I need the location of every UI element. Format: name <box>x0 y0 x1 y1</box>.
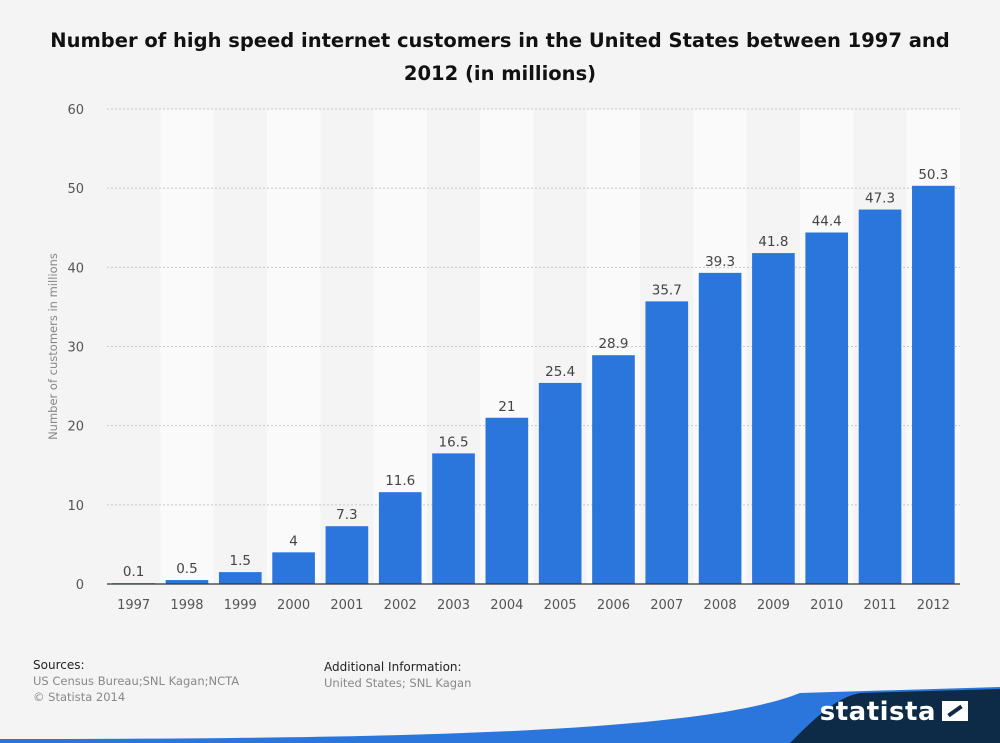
data-label: 35.7 <box>652 282 682 298</box>
x-tick-label: 1998 <box>170 598 203 613</box>
x-tick-label: 2011 <box>863 598 896 613</box>
x-tick-label: 2006 <box>597 598 630 613</box>
x-tick-label: 2010 <box>810 598 843 613</box>
bar <box>218 572 262 584</box>
sources-text[interactable]: US Census Bureau;SNL Kagan;NCTA <box>33 674 240 688</box>
x-tick-label: 2009 <box>757 598 790 613</box>
x-tick-label: 2001 <box>330 598 363 613</box>
bar <box>432 453 475 584</box>
data-label: 21 <box>498 399 515 415</box>
additional-info-block: Additional Information: United States; S… <box>324 659 471 691</box>
data-label: 1.5 <box>230 553 251 569</box>
x-tick-label: 2007 <box>650 598 683 613</box>
data-label: 0.5 <box>176 561 197 577</box>
bar <box>165 580 209 584</box>
bar <box>858 209 902 584</box>
sources-block: Sources: US Census Bureau;SNL Kagan;NCTA… <box>33 657 239 705</box>
x-tick-label: 2002 <box>384 598 417 613</box>
sources-heading: Sources: <box>33 658 85 672</box>
bar <box>805 232 849 584</box>
data-label: 39.3 <box>705 254 735 270</box>
bar <box>645 301 689 584</box>
bar <box>538 382 582 584</box>
y-tick-label: 50 <box>67 182 84 197</box>
statista-logo-icon <box>942 701 968 721</box>
y-axis-label: Number of customers in millions <box>46 253 60 440</box>
y-tick-label: 10 <box>67 499 84 514</box>
additional-info-text: United States; SNL Kagan <box>324 676 472 690</box>
bar <box>698 272 742 584</box>
bar <box>485 417 529 584</box>
bar <box>378 492 422 584</box>
x-tick-label: 2012 <box>917 598 950 613</box>
bar <box>325 526 369 584</box>
y-tick-label: 0 <box>76 578 84 593</box>
data-label: 11.6 <box>385 473 415 489</box>
bar <box>752 253 795 585</box>
chart-title: Number of high speed internet customers … <box>50 29 950 85</box>
y-tick-label: 20 <box>67 420 84 435</box>
data-label: 41.8 <box>758 234 788 250</box>
data-label: 25.4 <box>545 364 575 380</box>
brand-accent-wave <box>0 687 1000 743</box>
bar <box>912 185 955 584</box>
x-tick-label: 2008 <box>704 598 737 613</box>
x-tick-label: 2003 <box>437 598 470 613</box>
data-label: 4 <box>289 533 298 549</box>
data-label: 44.4 <box>812 214 842 230</box>
data-label: 16.5 <box>439 434 469 450</box>
data-label: 28.9 <box>598 336 628 352</box>
x-tick-label: 1999 <box>224 598 257 613</box>
x-tick-label: 2004 <box>490 598 523 613</box>
x-tick-label: 1997 <box>117 598 150 613</box>
bar <box>592 355 635 584</box>
y-tick-label: 60 <box>67 103 84 118</box>
data-label: 50.3 <box>918 167 948 183</box>
x-tick-label: 2000 <box>277 598 310 613</box>
x-tick-label: 2005 <box>544 598 577 613</box>
data-label: 7.3 <box>336 507 357 523</box>
y-tick-label: 40 <box>67 261 84 276</box>
statista-logo[interactable]: statista <box>820 697 968 727</box>
additional-info-heading: Additional Information: <box>324 660 462 674</box>
brand-name: statista <box>819 697 936 727</box>
data-label: 47.3 <box>865 191 895 207</box>
copyright-text: © Statista 2014 <box>33 690 126 704</box>
bar <box>272 552 315 584</box>
data-label: 0.1 <box>123 564 144 580</box>
y-tick-label: 30 <box>67 341 84 356</box>
